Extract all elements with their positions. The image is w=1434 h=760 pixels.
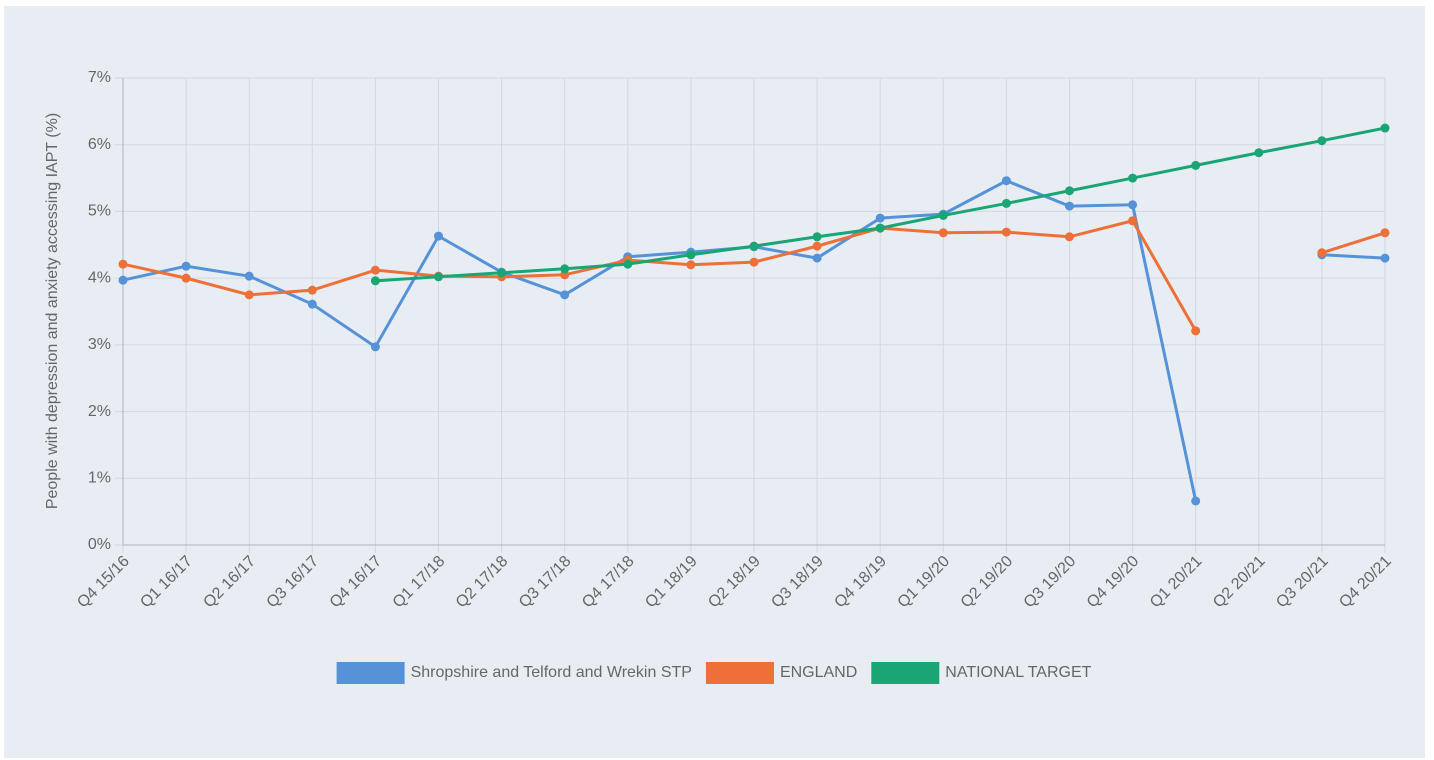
data-point <box>1191 326 1201 336</box>
data-point <box>1380 253 1390 263</box>
data-point <box>749 241 759 251</box>
y-tick-label: 1% <box>88 470 111 487</box>
data-point <box>1128 200 1138 210</box>
series-line <box>122 219 1386 332</box>
legend-swatch <box>871 662 940 684</box>
data-point <box>1254 148 1264 158</box>
data-point <box>307 285 317 295</box>
data-point <box>812 253 822 263</box>
data-point <box>1317 248 1327 258</box>
data-point <box>181 273 191 283</box>
y-tick-label: 4% <box>88 269 111 286</box>
data-point <box>560 264 570 274</box>
data-point <box>812 241 822 251</box>
y-tick-label: 5% <box>88 203 111 220</box>
data-point <box>1065 186 1074 196</box>
data-point <box>686 250 696 260</box>
data-point <box>1001 198 1011 208</box>
data-point <box>938 210 948 220</box>
legend-swatch <box>336 662 405 684</box>
data-point <box>370 342 380 352</box>
data-point <box>434 231 443 241</box>
data-point <box>1317 136 1327 146</box>
data-point <box>1191 496 1201 506</box>
legend-label: ENGLAND <box>780 664 857 681</box>
y-tick-label: 2% <box>88 403 111 420</box>
data-point <box>1001 176 1011 186</box>
data-point <box>118 275 128 285</box>
y-tick-label: 7% <box>88 69 111 86</box>
data-point <box>1065 201 1074 211</box>
data-point <box>812 232 822 242</box>
data-point <box>118 259 128 269</box>
data-point <box>875 213 885 223</box>
data-point <box>1128 216 1138 226</box>
data-point <box>686 260 696 270</box>
data-point <box>1065 232 1074 242</box>
data-point <box>244 290 254 300</box>
data-point <box>623 259 633 269</box>
data-point <box>497 268 507 278</box>
data-point <box>938 228 948 238</box>
series-line <box>122 179 1386 502</box>
y-tick-label: 3% <box>88 336 111 353</box>
data-point <box>1128 173 1138 183</box>
data-point <box>749 257 759 267</box>
data-point <box>1191 160 1201 170</box>
data-point <box>244 271 254 281</box>
y-axis-title: People with depression and anxiety acces… <box>44 113 61 509</box>
legend-label: Shropshire and Telford and Wrekin STP <box>411 664 692 681</box>
data-point <box>1001 227 1011 237</box>
data-point <box>875 223 885 233</box>
data-point <box>1380 123 1390 133</box>
data-point <box>560 290 570 300</box>
data-point <box>307 299 317 309</box>
data-point <box>370 265 380 275</box>
data-point <box>434 272 443 282</box>
legend-swatch <box>705 662 774 684</box>
data-point <box>181 261 191 271</box>
legend-label: NATIONAL TARGET <box>945 664 1091 681</box>
y-tick-label: 0% <box>88 536 111 553</box>
data-point <box>1380 228 1390 238</box>
data-point <box>370 276 380 286</box>
chart-background <box>4 6 1425 758</box>
y-tick-label: 6% <box>88 136 111 153</box>
